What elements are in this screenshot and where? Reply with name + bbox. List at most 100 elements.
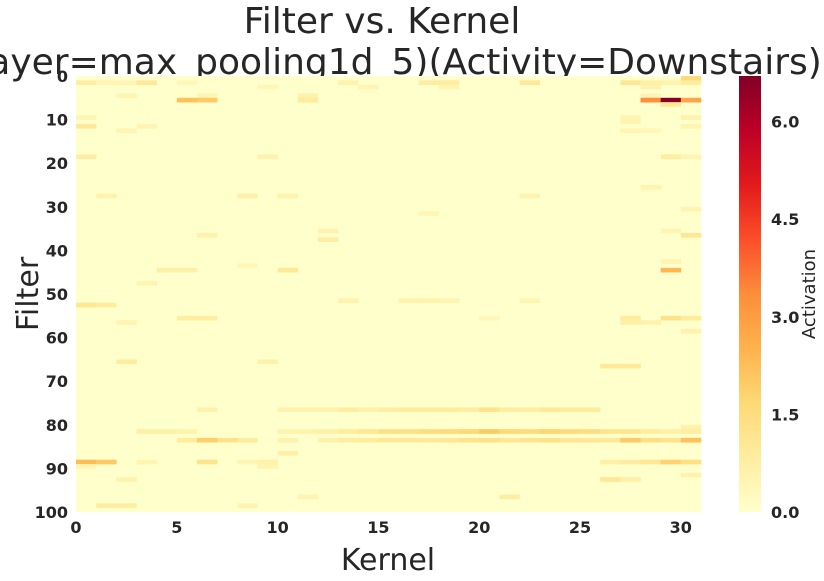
heatmap-cells: [76, 76, 702, 508]
colorbar-tick-label: 0.0: [771, 503, 799, 522]
heatmap-cell: [559, 407, 581, 413]
heatmap-cell: [96, 503, 117, 508]
heatmap-cell: [136, 459, 157, 465]
heatmap-cell: [136, 280, 157, 286]
heatmap-cell: [559, 429, 581, 434]
heatmap-cell: [660, 97, 682, 103]
heatmap-cell: [418, 407, 440, 413]
heatmap-cell: [277, 267, 299, 273]
y-axis-label: Filter: [11, 256, 46, 331]
heatmap-cell: [76, 80, 97, 86]
heatmap-cell: [176, 437, 198, 443]
heatmap-cell: [620, 437, 641, 443]
heatmap-cell: [438, 429, 460, 434]
heatmap-cell: [438, 84, 460, 90]
heatmap-cell: [519, 298, 541, 304]
y-tick-label: 70: [46, 372, 68, 391]
y-axis-ticks: 0 10 20 30 40 50 60 70 80 90 100: [35, 67, 68, 522]
heatmap-cell: [217, 437, 238, 443]
heatmap-cell: [559, 437, 581, 443]
heatmap-cell: [297, 494, 319, 500]
x-tick-label: 25: [569, 518, 591, 537]
heatmap-cell: [237, 459, 258, 465]
heatmap-cell: [297, 97, 319, 103]
heatmap-cell: [96, 302, 117, 308]
colorbar: 0.0 1.5 3.0 4.5 6.0 Activation: [739, 76, 820, 522]
heatmap-cell: [196, 232, 218, 238]
heatmap-cell: [640, 97, 661, 103]
x-axis-ticks: 0 5 10 15 20 25 30: [70, 518, 692, 537]
heatmap-cell: [479, 429, 500, 434]
heatmap-cell: [176, 80, 198, 86]
heatmap-cell: [277, 437, 299, 443]
heatmap-cell: [580, 407, 601, 413]
y-tick-label: 0: [57, 67, 68, 86]
heatmap-cell: [600, 459, 621, 465]
heatmap-cell: [479, 407, 500, 413]
heatmap-cell: [297, 407, 319, 413]
heatmap-cell: [479, 315, 500, 321]
x-tick-label: 10: [266, 518, 288, 537]
heatmap-cell: [620, 363, 641, 369]
heatmap-cell: [96, 193, 117, 199]
heatmap-cell: [620, 80, 641, 86]
colorbar-label: Activation: [799, 249, 820, 339]
heatmap-cell: [398, 437, 420, 443]
heatmap-cell: [317, 429, 339, 434]
x-tick-label: 15: [367, 518, 389, 537]
heatmap-cell: [660, 102, 682, 107]
heatmap-cell: [438, 407, 460, 413]
heatmap-cell: [136, 123, 157, 129]
heatmap-cell: [116, 80, 137, 86]
heatmap-cell: [358, 407, 379, 413]
heatmap-cell: [358, 429, 379, 434]
heatmap-cell: [277, 429, 299, 434]
heatmap-cell: [499, 429, 520, 434]
heatmap-cell: [418, 437, 440, 443]
colorbar-ticks: 0.0 1.5 3.0 4.5 6.0: [771, 113, 799, 522]
heatmap-cell: [378, 407, 399, 413]
heatmap-cell: [196, 437, 218, 443]
heatmap-cell: [680, 424, 702, 430]
heatmap-cell: [317, 228, 339, 234]
heatmap-cell: [680, 97, 702, 103]
heatmap-cell: [96, 80, 117, 86]
heatmap-cell: [76, 459, 97, 465]
heatmap-cell: [136, 429, 157, 434]
heatmap-cell: [76, 302, 97, 308]
heatmap-cell: [640, 128, 661, 133]
heatmap-cell: [156, 429, 178, 434]
heatmap-cell: [640, 437, 661, 443]
heatmap-cell: [539, 429, 561, 434]
heatmap-cell: [338, 429, 359, 434]
colorbar-tick-label: 4.5: [771, 210, 799, 229]
heatmap-cell: [257, 84, 278, 90]
heatmap-cell: [660, 154, 682, 160]
heatmap-cell: [438, 298, 460, 304]
heatmap-cell: [620, 320, 641, 325]
heatmap-cell: [257, 154, 278, 160]
heatmap-cell: [680, 328, 702, 334]
heatmap-cell: [580, 437, 601, 443]
heatmap-cell: [378, 437, 399, 443]
heatmap-cell: [600, 363, 621, 369]
heatmap-cell: [539, 437, 561, 443]
heatmap-cell: [660, 80, 682, 86]
heatmap-cell: [680, 315, 702, 321]
heatmap-cell: [680, 472, 702, 478]
heatmap-cell: [660, 437, 682, 443]
heatmap-cell: [660, 459, 682, 465]
heatmap-cell: [237, 263, 258, 269]
heatmap-cell: [76, 464, 97, 469]
heatmap-cell: [519, 429, 541, 434]
heatmap-cell: [640, 185, 661, 190]
y-tick-label: 90: [46, 459, 68, 478]
heatmap-cell: [620, 459, 641, 465]
heatmap-cell: [176, 429, 198, 434]
heatmap-cell: [116, 477, 137, 482]
heatmap-cell: [136, 80, 157, 86]
heatmap-cell: [237, 193, 258, 199]
heatmap-cell: [660, 315, 682, 321]
heatmap-cell: [620, 119, 641, 125]
heatmap-cell: [438, 437, 460, 443]
